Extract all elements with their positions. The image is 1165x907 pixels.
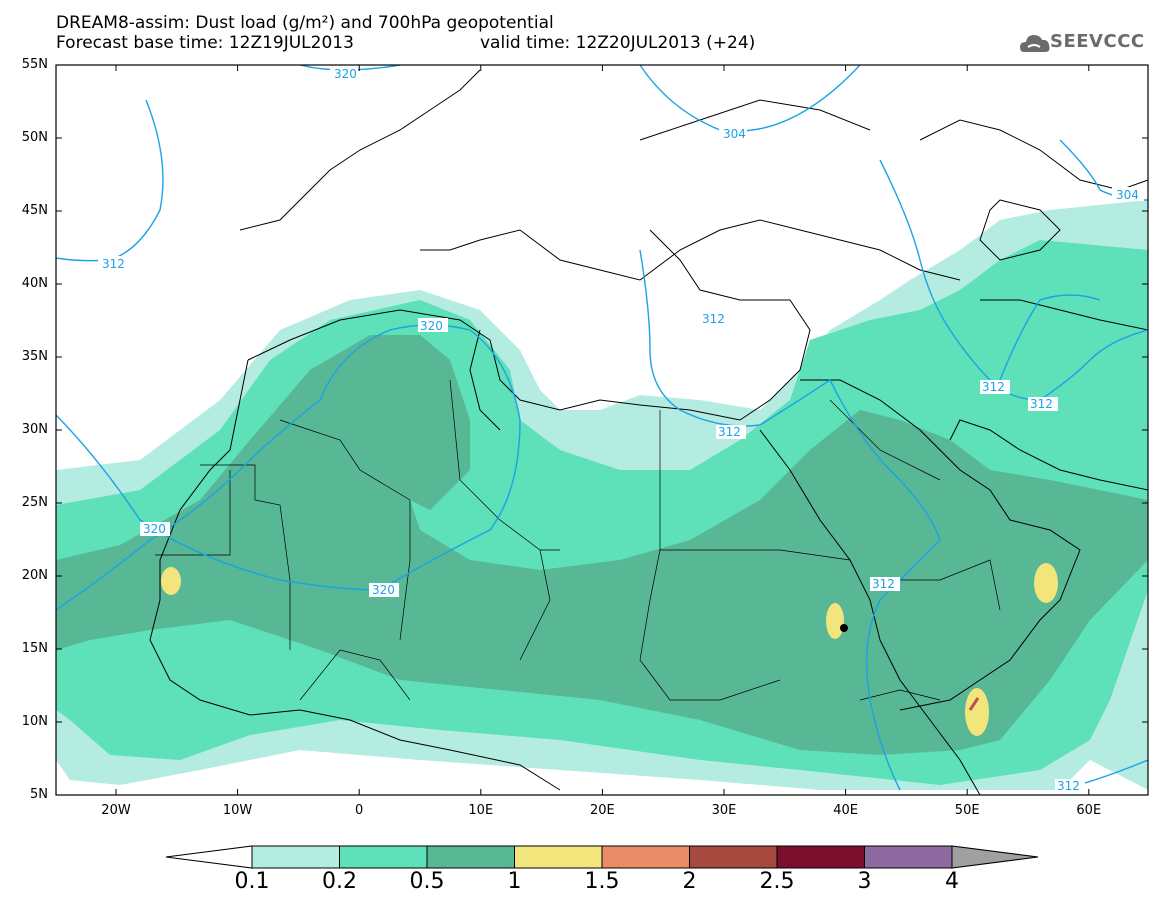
colorbar-label: 1	[507, 869, 522, 894]
colorbar-segment	[601, 845, 690, 869]
valid-time: valid time: 12Z20JUL2013 (+24)	[480, 33, 756, 53]
coastlines	[149, 69, 1148, 795]
lat-label: 20N	[21, 568, 48, 583]
contour-label: 312	[1030, 397, 1053, 411]
contour-label: 312	[102, 257, 125, 271]
lat-label: 45N	[21, 203, 48, 218]
colorbar-label: 2	[682, 869, 697, 894]
lon-label: 50E	[954, 803, 980, 818]
contour-label: 320	[334, 67, 357, 81]
colorbar-label: 2.5	[759, 869, 795, 894]
dust-spot-western-sahara	[161, 567, 181, 595]
colorbar-segment	[951, 845, 1039, 869]
lat-label: 30N	[21, 422, 48, 437]
colorbar-label: 0.1	[234, 869, 270, 894]
chart-title: DREAM8-assim: Dust load (g/m²) and 700hP…	[56, 13, 554, 33]
contour-label: 304	[723, 127, 746, 141]
contour-label: 304	[1116, 188, 1139, 202]
island-marker	[840, 624, 848, 632]
colorbar-segment	[864, 845, 953, 869]
cloud-icon	[1020, 35, 1050, 52]
contour-label: 312	[982, 380, 1005, 394]
colorbar-label: 4	[945, 869, 959, 894]
lon-label: 30E	[711, 803, 737, 818]
colorbar-segment	[165, 845, 253, 869]
colorbar-segment	[514, 845, 603, 869]
country-borders	[155, 379, 1001, 701]
colorbar-segment	[689, 845, 778, 869]
colorbar-label: 0.2	[322, 869, 357, 894]
lat-label: 25N	[21, 495, 48, 510]
logo-text: SEEVCCC	[1050, 31, 1145, 52]
lat-label: 55N	[21, 57, 48, 72]
contour-label: 320	[420, 319, 443, 333]
colorbar-label: 0.5	[409, 869, 445, 894]
dust-spot-oman	[1034, 563, 1058, 603]
lat-label: 5N	[30, 787, 48, 802]
colorbar-segment	[251, 845, 340, 869]
lat-label: 10N	[21, 714, 48, 729]
dust-spot-eritrea	[826, 603, 844, 639]
dust-band-0.5	[56, 335, 1148, 755]
colorbar	[165, 845, 1039, 869]
contour-label: 320	[372, 583, 395, 597]
lat-label: 15N	[21, 641, 48, 656]
lon-label: 60E	[1076, 803, 1102, 818]
dust-spot-somalia	[965, 688, 989, 736]
lon-label: 0	[355, 803, 364, 818]
lon-label: 10E	[468, 803, 494, 818]
lat-label: 50N	[21, 130, 48, 145]
contour-label: 320	[143, 522, 166, 536]
lon-label: 40E	[833, 803, 858, 818]
axis-ticks	[56, 64, 1148, 796]
forecast-base-time: Forecast base time: 12Z19JUL2013	[56, 33, 354, 53]
lon-label: 20E	[590, 803, 615, 818]
dust-spot-high	[968, 697, 980, 711]
colorbar-segment	[339, 845, 428, 869]
lat-label: 40N	[21, 276, 48, 291]
contour-label: 312	[718, 425, 741, 439]
contour-label: 312	[872, 577, 895, 591]
lon-label: 20W	[101, 803, 131, 818]
lon-label: 10W	[222, 803, 253, 818]
colorbar-segment	[426, 845, 515, 869]
lat-label: 35N	[21, 349, 48, 364]
contour-label: 312	[702, 312, 725, 326]
colorbar-segment	[776, 845, 865, 869]
colorbar-label: 1.5	[584, 869, 620, 894]
contour-labels: 320 304 304 312 312 320 312 312 312 312 …	[102, 67, 1139, 793]
colorbar-label: 3	[857, 869, 872, 894]
contour-label: 312	[1057, 779, 1080, 793]
